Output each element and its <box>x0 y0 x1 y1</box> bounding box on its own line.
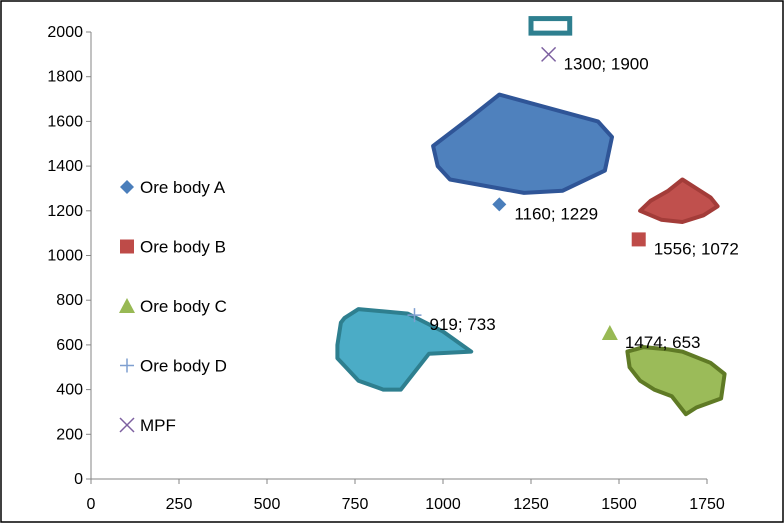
data-point-ore-body-b <box>631 232 646 247</box>
y-tick-label: 1000 <box>47 248 83 265</box>
ore-body-d-outline <box>335 307 474 392</box>
legend-label-mpf: MPF <box>140 416 176 435</box>
x-tick-label: 1000 <box>425 496 461 513</box>
y-tick-label: 1200 <box>47 203 83 220</box>
y-tick-label: 1600 <box>47 113 83 130</box>
data-label-ore-body-d: 919; 733 <box>429 315 495 334</box>
data-label-mpf: 1300; 1900 <box>564 54 649 73</box>
y-tick-label: 400 <box>56 382 83 399</box>
data-label-ore-body-a: 1160; 1229 <box>514 204 598 223</box>
legend-marker-mpf <box>119 417 135 433</box>
ore-body-shapes <box>335 16 727 417</box>
data-point-ore-body-d <box>407 308 422 323</box>
legend-marker-ore-body-b <box>120 239 134 254</box>
legend-marker-ore-body-a <box>120 180 134 194</box>
ore-body-a-outline <box>431 92 614 195</box>
y-tick-label: 600 <box>56 337 83 354</box>
legend-label-ore-body-d: Ore body D <box>140 357 227 376</box>
x-tick-label: 250 <box>166 496 193 513</box>
data-point-ore-body-c <box>601 325 618 341</box>
legend-label-ore-body-c: Ore body C <box>140 297 227 316</box>
legend-label-ore-body-b: Ore body B <box>140 238 226 257</box>
x-tick-label: 1250 <box>513 496 549 513</box>
data-point-ore-body-a <box>492 197 507 212</box>
y-tick-label: 0 <box>74 471 83 488</box>
x-tick-label: 1500 <box>601 496 637 513</box>
x-tick-label: 0 <box>87 496 96 513</box>
data-point-mpf <box>541 46 557 62</box>
data-label-ore-body-b: 1556; 1072 <box>654 239 739 258</box>
y-tick-label: 1800 <box>47 69 83 86</box>
y-tick-label: 200 <box>56 426 83 443</box>
axes: 0 200 400 600 800 1000 1200 1400 1600 1800 2000 0 25… <box>47 24 724 513</box>
legend-marker-ore-body-c <box>119 298 135 313</box>
x-tick-label: 750 <box>342 496 369 513</box>
legend-label-ore-body-a: Ore body A <box>140 178 226 197</box>
ore-body-b-outline <box>638 177 720 224</box>
ore-body-c-outline <box>625 345 727 417</box>
x-tick-label: 1750 <box>689 496 725 513</box>
x-tick-label: 500 <box>254 496 281 513</box>
data-points: 1160; 1229 1556; 1072 1474; 653 919; 733 130… <box>407 46 739 352</box>
legend-marker-ore-body-d <box>120 358 134 373</box>
y-tick-label: 2000 <box>47 24 83 41</box>
legend: Ore body A Ore body B Ore body C Ore body D… <box>119 178 227 435</box>
y-tick-label: 1400 <box>47 158 83 175</box>
top-rectangle-outline <box>528 16 573 36</box>
data-label-ore-body-c: 1474; 653 <box>625 333 701 352</box>
y-tick-label: 800 <box>56 292 83 309</box>
